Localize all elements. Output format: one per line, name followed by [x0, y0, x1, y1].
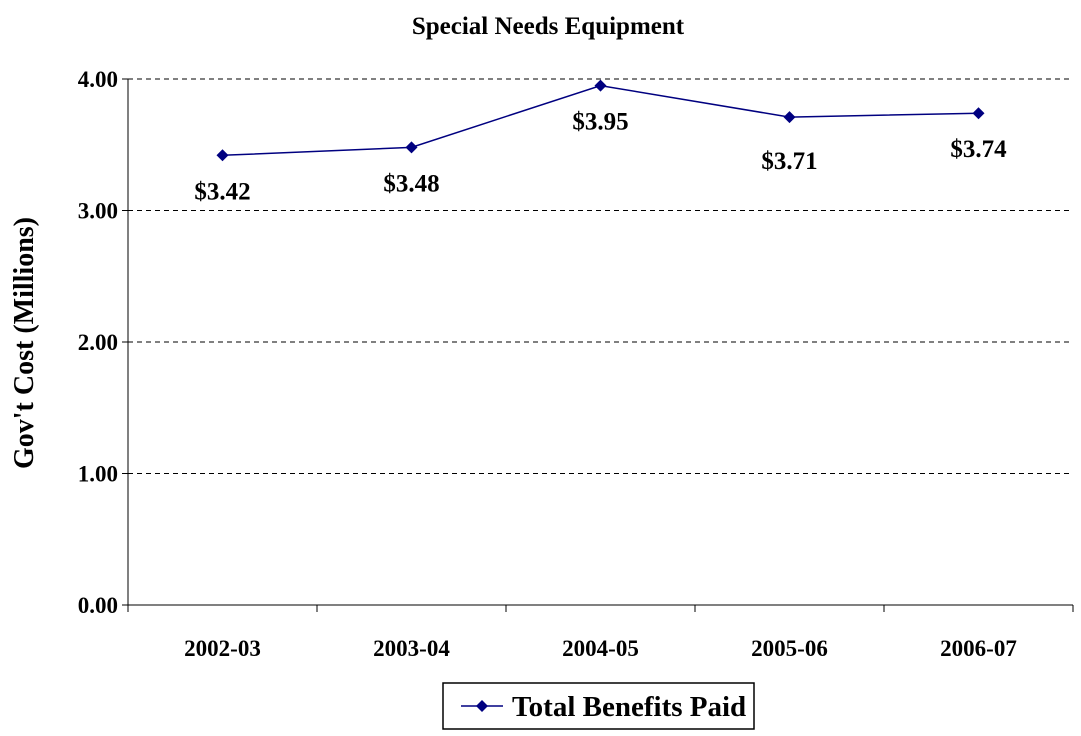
legend-label: Total Benefits Paid	[512, 691, 746, 723]
legend: Total Benefits Paid	[442, 682, 755, 730]
y-tick-label-1: 1.00	[78, 462, 118, 487]
gridlines	[128, 78, 1073, 474]
y-tick-label-0: 0.00	[78, 593, 118, 618]
x-tick-labels: 2002-03 2003-04 2004-05 2005-06 2006-07	[184, 636, 1017, 661]
data-point-2004-05	[594, 79, 607, 92]
legend-diamond-marker-icon	[476, 700, 488, 712]
data-points	[216, 79, 985, 162]
data-point-2003-04	[405, 141, 418, 154]
y-tick-labels: 0.00 1.00 2.00 3.00 4.00	[78, 67, 118, 618]
x-tick-label-2006-07: 2006-07	[940, 636, 1017, 661]
data-label-2004-05: $3.95	[572, 109, 628, 136]
data-point-2006-07	[972, 107, 985, 120]
x-tick-label-2003-04: 2003-04	[373, 636, 450, 661]
chart-title: Special Needs Equipment	[412, 13, 685, 40]
x-tick-label-2002-03: 2002-03	[184, 636, 261, 661]
data-point-2005-06	[783, 111, 796, 124]
data-point-2002-03	[216, 149, 229, 162]
data-label-2003-04: $3.48	[383, 170, 439, 197]
data-labels: $3.42 $3.48 $3.95 $3.71 $3.74	[194, 109, 1007, 206]
y-tick-label-2: 2.00	[78, 330, 118, 355]
y-tick-label-4: 4.00	[78, 67, 118, 92]
data-label-2002-03: $3.42	[194, 178, 250, 205]
x-tick-label-2004-05: 2004-05	[562, 636, 639, 661]
axes	[122, 78, 1074, 612]
data-label-2006-07: $3.74	[950, 136, 1007, 163]
data-label-2005-06: $3.71	[761, 148, 817, 175]
x-tick-label-2005-06: 2005-06	[751, 636, 828, 661]
y-tick-label-3: 3.00	[78, 199, 118, 224]
y-axis-label: Gov't Cost (Millions)	[9, 217, 40, 469]
